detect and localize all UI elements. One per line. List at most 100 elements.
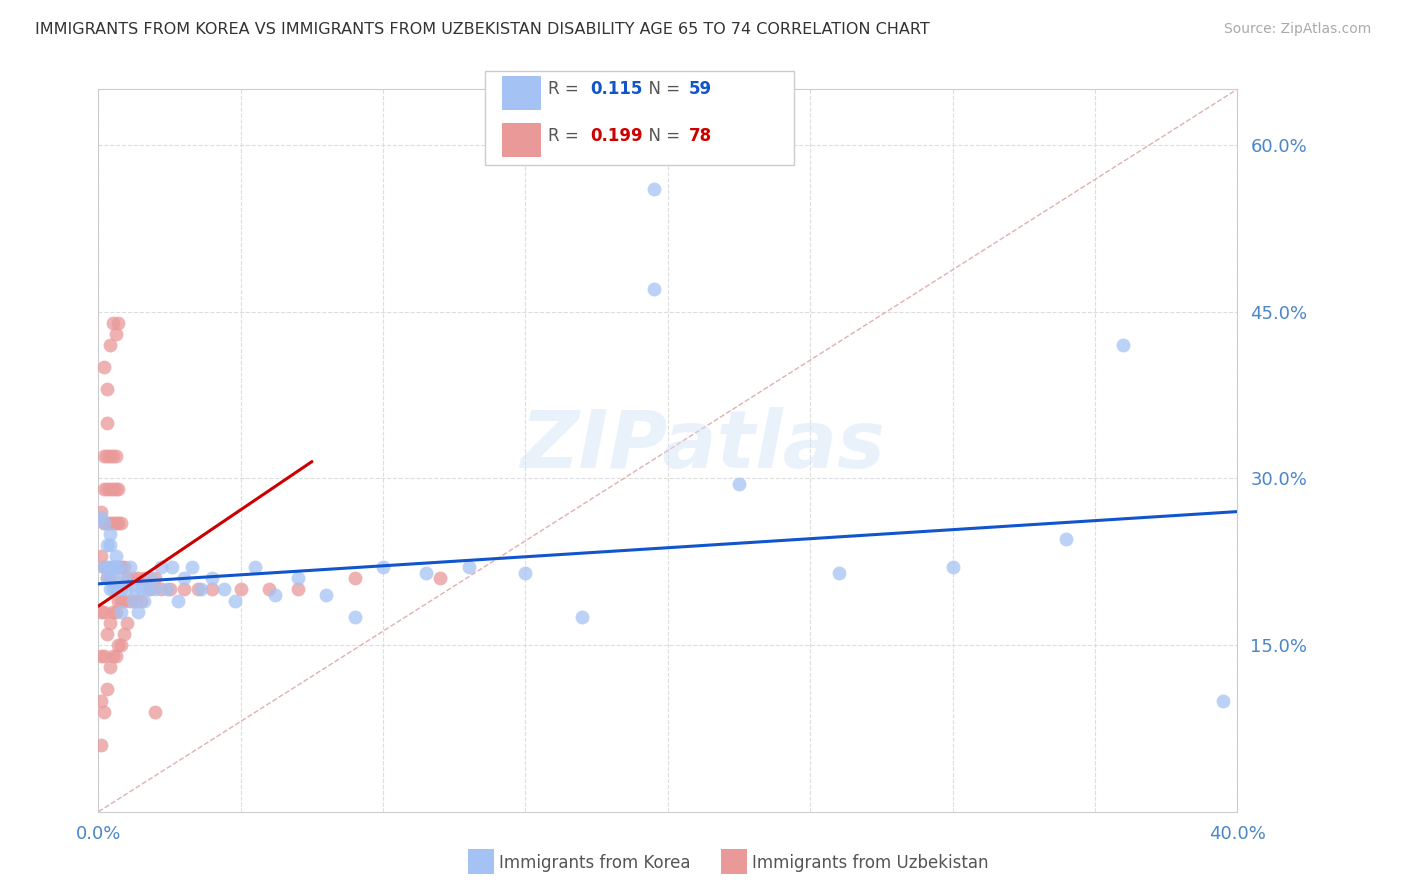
- Point: [515, 566, 537, 580]
- Point: [104, 605, 127, 619]
- Text: N =: N =: [638, 79, 686, 98]
- Point: [104, 516, 127, 530]
- Point: [101, 449, 124, 463]
- Point: [110, 582, 132, 597]
- Point: [96, 516, 118, 530]
- Point: [98, 338, 121, 352]
- Point: [101, 483, 124, 497]
- Point: [115, 571, 138, 585]
- Point: [127, 605, 149, 619]
- Point: [201, 571, 224, 585]
- Point: [98, 582, 121, 597]
- Point: [110, 560, 132, 574]
- Point: [112, 571, 135, 585]
- Point: [121, 571, 143, 585]
- Point: [98, 560, 121, 574]
- Text: Immigrants from Uzbekistan: Immigrants from Uzbekistan: [752, 855, 988, 872]
- Point: [96, 571, 118, 585]
- Point: [98, 571, 121, 585]
- Point: [107, 582, 129, 597]
- Point: [96, 382, 118, 396]
- Point: [101, 571, 124, 585]
- Point: [159, 582, 181, 597]
- Point: [90, 738, 112, 752]
- Text: 0.199: 0.199: [591, 127, 643, 145]
- Text: 0.115: 0.115: [591, 79, 643, 98]
- Point: [373, 560, 395, 574]
- Point: [138, 571, 160, 585]
- Point: [110, 638, 132, 652]
- Point: [124, 582, 146, 597]
- Point: [110, 516, 132, 530]
- Point: [104, 326, 127, 341]
- Point: [107, 316, 129, 330]
- Text: 59: 59: [689, 79, 711, 98]
- Point: [145, 571, 167, 585]
- Point: [107, 560, 129, 574]
- Point: [93, 483, 115, 497]
- Point: [93, 705, 115, 719]
- Text: Immigrants from Korea: Immigrants from Korea: [499, 855, 690, 872]
- Point: [98, 526, 121, 541]
- Point: [107, 516, 129, 530]
- Point: [115, 615, 138, 630]
- Point: [643, 182, 665, 196]
- Point: [98, 538, 121, 552]
- Point: [96, 627, 118, 641]
- Point: [90, 693, 112, 707]
- Point: [90, 649, 112, 664]
- Point: [145, 705, 167, 719]
- Point: [129, 582, 152, 597]
- Point: [90, 505, 112, 519]
- Point: [118, 560, 141, 574]
- Point: [112, 593, 135, 607]
- Point: [343, 571, 366, 585]
- Text: 78: 78: [689, 127, 711, 145]
- Point: [101, 316, 124, 330]
- Point: [93, 516, 115, 530]
- Point: [264, 588, 287, 602]
- Point: [1212, 693, 1234, 707]
- Point: [571, 610, 593, 624]
- Point: [98, 615, 121, 630]
- Point: [93, 449, 115, 463]
- Point: [90, 549, 112, 563]
- Point: [112, 560, 135, 574]
- Point: [90, 510, 112, 524]
- Point: [101, 560, 124, 574]
- Point: [96, 682, 118, 697]
- Point: [124, 593, 146, 607]
- Point: [145, 582, 167, 597]
- Point: [224, 593, 246, 607]
- Point: [104, 649, 127, 664]
- Point: [107, 560, 129, 574]
- Text: N =: N =: [638, 127, 686, 145]
- Point: [101, 560, 124, 574]
- Point: [343, 610, 366, 624]
- Point: [132, 593, 155, 607]
- Point: [104, 582, 127, 597]
- Point: [138, 582, 160, 597]
- Point: [118, 593, 141, 607]
- Point: [287, 571, 309, 585]
- Point: [110, 605, 132, 619]
- Point: [101, 605, 124, 619]
- Point: [181, 560, 204, 574]
- Point: [942, 560, 965, 574]
- Point: [315, 588, 337, 602]
- Point: [150, 560, 173, 574]
- Point: [96, 538, 118, 552]
- Point: [287, 582, 309, 597]
- Point: [129, 593, 152, 607]
- Point: [190, 582, 212, 597]
- Point: [429, 571, 451, 585]
- Point: [96, 416, 118, 430]
- Point: [173, 571, 195, 585]
- Point: [107, 638, 129, 652]
- Point: [107, 593, 129, 607]
- Point: [173, 582, 195, 597]
- Point: [98, 660, 121, 674]
- Text: ZIPatlas: ZIPatlas: [520, 407, 886, 485]
- Point: [93, 516, 115, 530]
- Point: [150, 582, 173, 597]
